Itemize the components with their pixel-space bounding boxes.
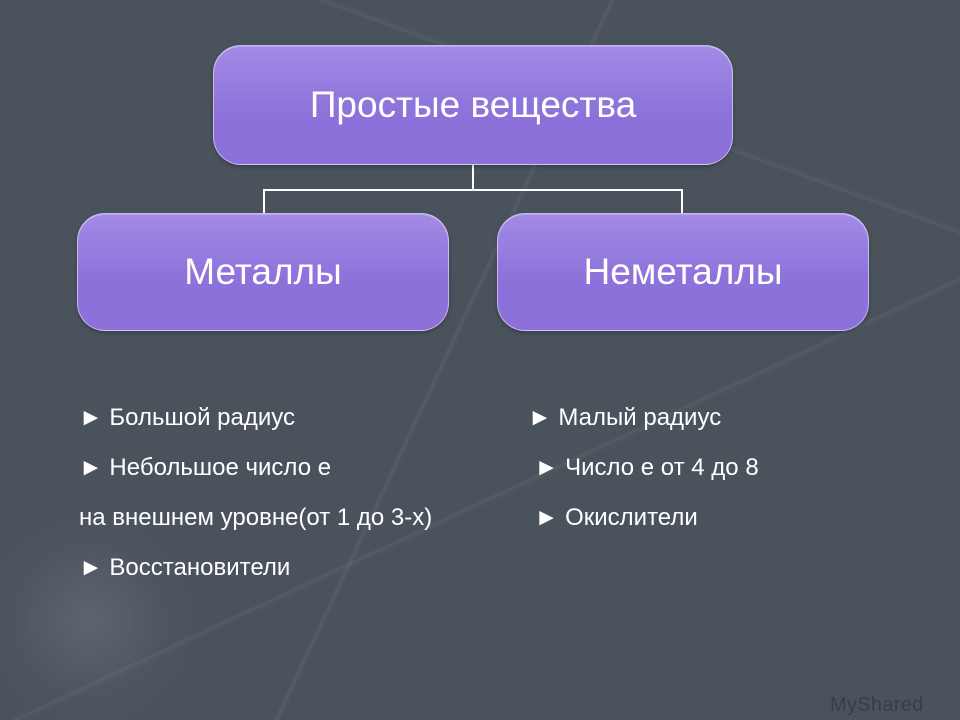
- connector-horizontal: [263, 189, 683, 191]
- connector-right-drop: [681, 189, 683, 213]
- node-nonmetals-label: Неметаллы: [584, 251, 783, 293]
- connector-left-drop: [263, 189, 265, 213]
- node-root: Простые вещества: [213, 45, 733, 165]
- bullets-left: ► Большой радиус ► Небольшое число е на …: [79, 393, 432, 593]
- bullet-left-0: ► Большой радиус: [79, 393, 432, 443]
- node-metals: Металлы: [77, 213, 449, 331]
- node-metals-label: Металлы: [184, 251, 341, 293]
- hierarchy-diagram: Простые вещества Металлы Неметаллы ► Бол…: [0, 0, 960, 720]
- bullet-right-1: ► Число е от 4 до 8: [528, 443, 759, 493]
- bullet-left-2: на внешнем уровне(от 1 до 3-х): [79, 493, 432, 543]
- watermark: MyShared: [830, 694, 924, 717]
- connector-root-stub: [472, 165, 474, 189]
- node-root-label: Простые вещества: [310, 84, 636, 126]
- bullets-right: ► Малый радиус ► Число е от 4 до 8 ► Оки…: [528, 393, 759, 543]
- bullet-right-3: ► Окислители: [528, 493, 759, 543]
- bullet-right-0: ► Малый радиус: [528, 393, 759, 443]
- bullet-left-1: ► Небольшое число е: [79, 443, 432, 493]
- node-nonmetals: Неметаллы: [497, 213, 869, 331]
- watermark-text: MyShared: [830, 694, 924, 716]
- bullet-left-3: ► Восстановители: [79, 543, 432, 593]
